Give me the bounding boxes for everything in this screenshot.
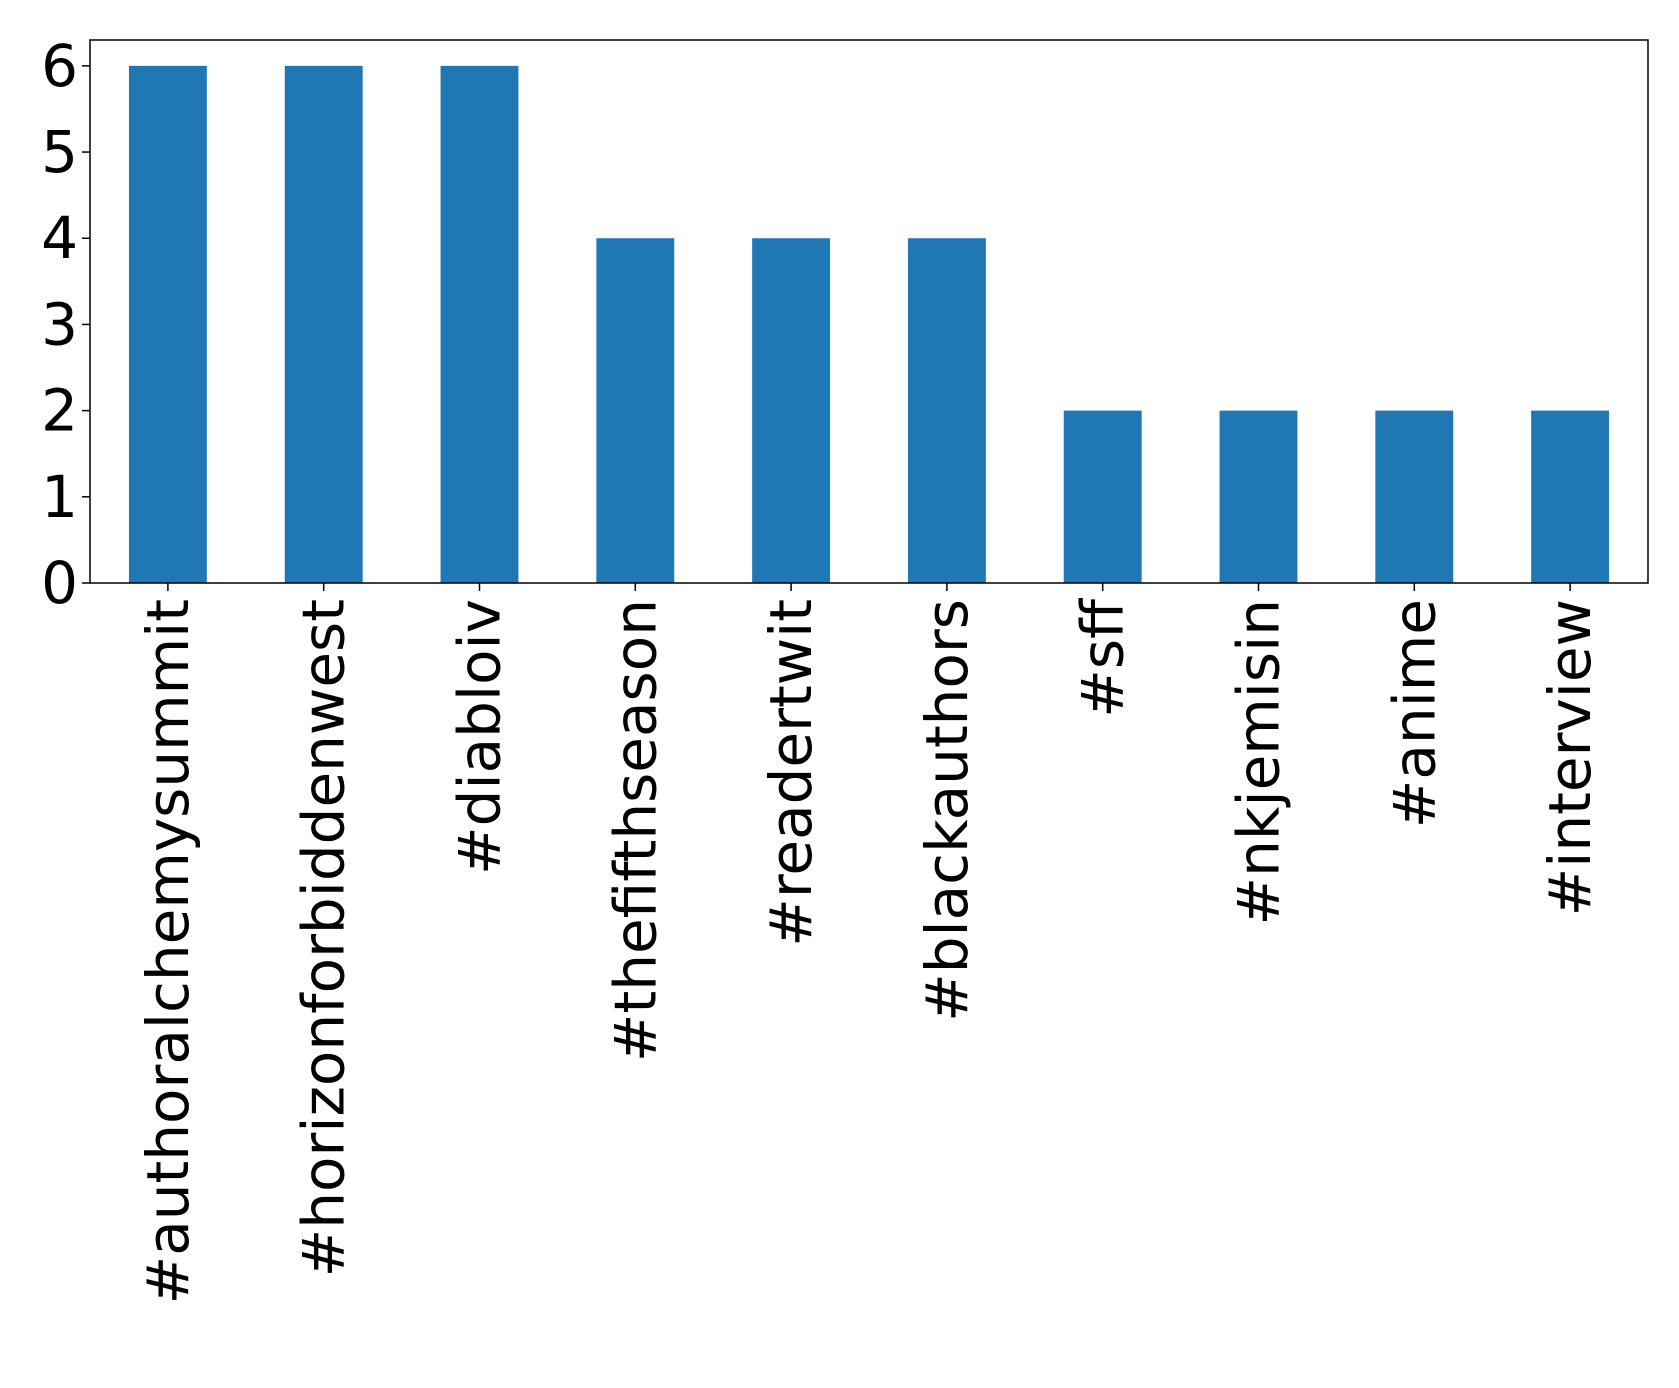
x-tick-label: #sff xyxy=(1069,597,1137,718)
bar-thefifthseason xyxy=(596,238,675,583)
bar-readertwit xyxy=(752,238,831,583)
y-tick-label: 3 xyxy=(41,290,78,358)
bar-horizonforbiddenwest xyxy=(284,65,363,584)
x-tick-label: #blackauthors xyxy=(913,599,981,1022)
x-tick-label: #horizonforbiddenwest xyxy=(290,599,358,1277)
x-tick-label: #nkjemisin xyxy=(1225,599,1293,925)
x-tick-label: #anime xyxy=(1380,599,1448,828)
plot-frame xyxy=(89,39,1649,584)
x-tick-label: #authoralchemysummit xyxy=(134,599,202,1304)
bar-sff xyxy=(1063,410,1142,583)
y-tick-label: 6 xyxy=(41,32,78,100)
x-tick-label: #interview xyxy=(1536,599,1604,916)
bar-interview xyxy=(1531,410,1610,583)
y-tick-label: 0 xyxy=(41,549,78,617)
y-tick-label: 2 xyxy=(41,377,78,445)
x-axis: #authoralchemysummit #horizonforbiddenwes… xyxy=(134,583,1604,1304)
x-tick-label: #readertwit xyxy=(757,599,825,947)
y-tick-label: 5 xyxy=(41,118,78,186)
bar-blackauthors xyxy=(907,238,986,583)
bar-authoralchemysummit xyxy=(128,65,207,584)
x-tick-label: #diabloiv xyxy=(446,599,514,875)
x-tick-label: #thefifthseason xyxy=(601,599,669,1062)
bars-layer xyxy=(128,65,1610,584)
bar-anime xyxy=(1375,410,1454,583)
bar-diabloiv xyxy=(440,65,519,584)
y-axis: 0 1 2 3 4 5 6 xyxy=(41,32,90,617)
bar-nkjemisin xyxy=(1219,410,1298,583)
y-tick-label: 1 xyxy=(41,463,78,531)
y-tick-label: 4 xyxy=(41,204,78,272)
